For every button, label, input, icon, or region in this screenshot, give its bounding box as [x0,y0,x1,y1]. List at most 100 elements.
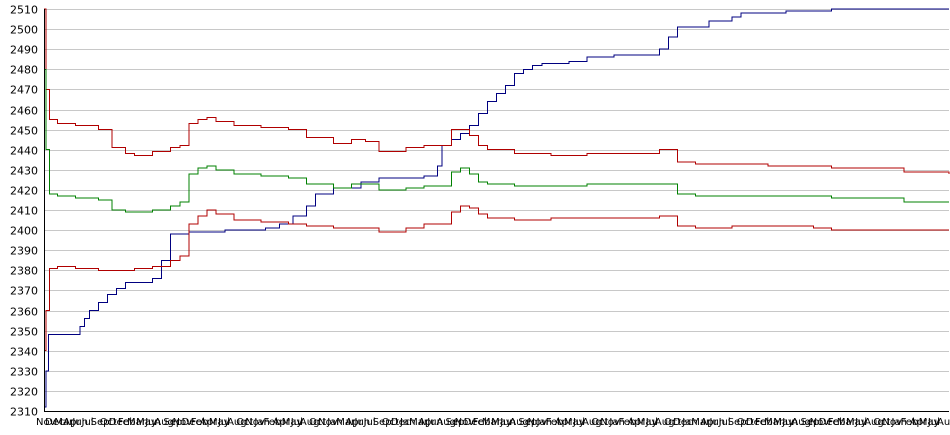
series-line-3 [44,68,949,213]
x-tick-label: Dec [746,417,765,428]
x-tick-label: Dec [45,417,64,428]
x-tick-label: Apr [345,417,363,428]
x-tick-label: Nov [36,417,56,428]
x-tick-label: Dec [464,417,483,428]
x-tick-label: Sep [801,417,820,428]
y-tick-label: 2450 [10,125,38,138]
x-tick-label: Feb [619,417,637,428]
x-tick-label: Apr [628,417,646,428]
x-tick-label: Nov [528,417,548,428]
x-tick-label: Mar [336,417,356,428]
x-axis-tick-labels: NovDecMarAprJunJulSepOctDecFebMarMayJunA… [36,417,950,428]
x-tick-label: Oct [236,417,253,428]
y-tick-label: 2380 [10,265,38,278]
series-line-2 [44,8,950,174]
x-tick-label: Jan [326,417,342,428]
y-tick-label: 2470 [10,84,38,97]
x-tick-label: Aug [154,417,174,428]
x-tick-label: Jun [71,417,88,428]
x-tick-label: Sep [163,417,182,428]
x-tick-label: Jul [81,417,94,428]
x-tick-label: Jan [536,417,552,428]
x-tick-label: Jul [572,417,585,428]
series-line-4 [44,205,949,352]
x-tick-label: Jul [854,417,867,428]
y-tick-label: 2390 [10,245,38,258]
x-tick-label: Sep [728,417,747,428]
x-tick-label: Feb [546,417,564,428]
x-tick-label: Oct [873,417,890,428]
y-tick-label: 2360 [10,306,38,319]
x-tick-label: May [136,417,157,428]
x-tick-label: Aug [937,417,950,428]
x-tick-label: Jan [891,417,907,428]
x-tick-label: Feb [191,417,209,428]
x-tick-label: Aug [864,417,884,428]
x-tick-label: Aug [791,417,811,428]
x-tick-label: Dec [391,417,410,428]
x-tick-label: Mar [482,417,502,428]
y-tick-label: 2490 [10,44,38,57]
x-tick-label: Jun [354,417,371,428]
x-tick-label: Dec [819,417,838,428]
y-tick-label: 2420 [10,185,38,198]
x-tick-label: Oct [100,417,117,428]
x-tick-label: Oct [382,417,399,428]
x-tick-label: Jul [363,417,376,428]
x-tick-label: Jun [709,417,726,428]
x-tick-label: Mar [837,417,857,428]
x-tick-label: May [564,417,585,428]
x-tick-label: Jun [144,417,161,428]
y-tick-label: 2310 [10,406,38,419]
x-tick-label: Jul [217,417,230,428]
x-tick-label: Feb [473,417,491,428]
x-tick-label: May [491,417,512,428]
x-tick-label: May [846,417,867,428]
x-tick-label: Jul [290,417,303,428]
y-tick-label: 2370 [10,285,38,298]
x-tick-label: Mar [54,417,74,428]
x-tick-label: Jul [718,417,731,428]
x-tick-label: Jan [253,417,269,428]
x-tick-label: Oct [309,417,326,428]
x-tick-label: Sep [446,417,465,428]
x-tick-label: Feb [828,417,846,428]
x-tick-label: Jan [608,417,624,428]
x-tick-label: Sep [373,417,392,428]
x-tick-label: Feb [901,417,919,428]
x-tick-label: Feb [118,417,136,428]
x-tick-label: Aug [227,417,247,428]
x-tick-label: Aug [436,417,456,428]
x-tick-label: Jul [645,417,658,428]
x-tick-label: Jun [499,417,516,428]
x-tick-label: Aug [300,417,320,428]
x-tick-label: May [282,417,303,428]
x-tick-label: Nov [600,417,620,428]
y-tick-label: 2460 [10,105,38,118]
x-tick-label: Feb [264,417,282,428]
x-tick-label: Jun [426,417,443,428]
series-line-1 [44,8,949,408]
x-tick-label: Nov [455,417,475,428]
x-tick-label: Dec [109,417,128,428]
y-tick-label: 2480 [10,64,38,77]
x-tick-label: Apr [910,417,928,428]
y-tick-label: 2330 [10,366,38,379]
x-tick-label: Mar [691,417,711,428]
x-tick-label: Apr [555,417,573,428]
x-tick-label: Feb [755,417,773,428]
x-tick-label: Apr [273,417,291,428]
x-tick-label: Nov [173,417,193,428]
x-tick-label: Sep [91,417,110,428]
y-tick-label: 2440 [10,145,38,158]
x-tick-label: Oct [664,417,681,428]
y-tick-label: 2510 [10,4,38,17]
x-tick-label: Apr [63,417,81,428]
y-tick-label: 2340 [10,346,38,359]
x-tick-label: May [773,417,794,428]
x-tick-label: Nov [318,417,338,428]
x-tick-label: May [919,417,940,428]
x-tick-label: Apr [200,417,218,428]
x-tick-label: May [637,417,658,428]
